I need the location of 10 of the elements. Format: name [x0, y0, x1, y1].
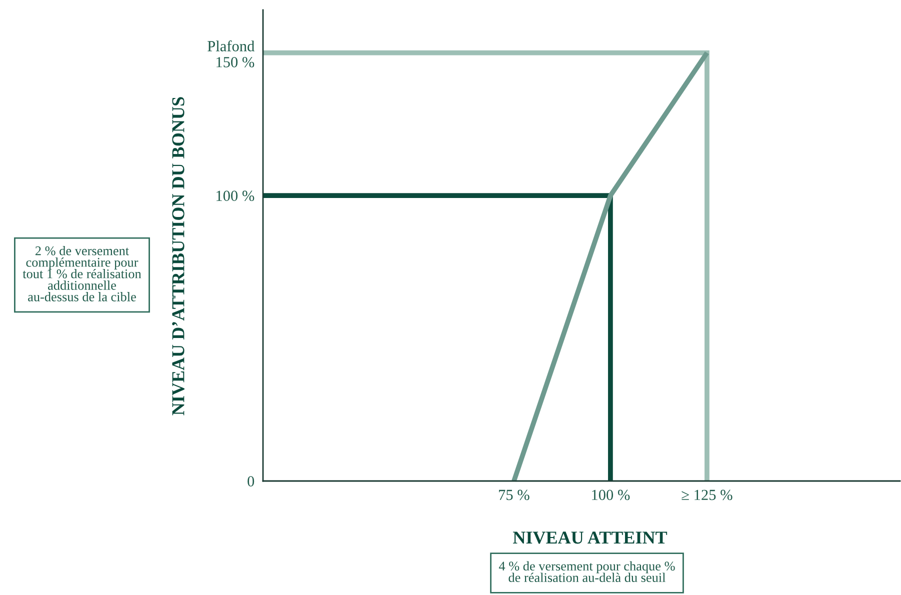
- x-tick-label: 100 %: [592, 490, 630, 500]
- x-axis-title: NIVEAU ATTEINT: [512, 532, 668, 544]
- text: 4 % de versement pour chaque % de réalisation au-delà du seuil: [498, 561, 675, 582]
- y-tick-label: 100 %: [216, 190, 254, 202]
- y-tick-label: Plafond 150 %: [208, 40, 254, 68]
- y-axis-title: NIVEAU D’ATTRIBUTION DU BONUS: [172, 97, 184, 416]
- text: 2 % de versement complémentaire pour tout 1 % de réalisation additionnelle au-dessus de la cible: [22, 246, 142, 302]
- x-tick-label: 75 %: [499, 490, 530, 500]
- y-tick-label: 0: [248, 476, 254, 486]
- x-tick-label: ≥ 125 %: [682, 490, 732, 500]
